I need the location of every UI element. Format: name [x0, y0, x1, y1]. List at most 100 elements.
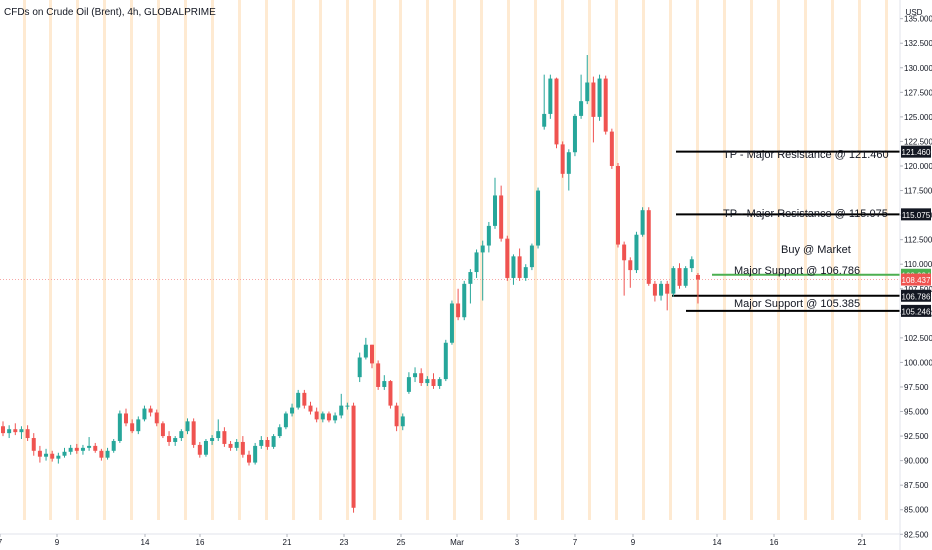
candle-body — [616, 165, 620, 245]
candle — [388, 380, 393, 409]
candle-body — [333, 415, 338, 421]
candle-body — [609, 131, 614, 166]
candle-body — [671, 268, 676, 294]
candle-body — [314, 411, 319, 420]
session-band — [157, 0, 160, 520]
candle-body — [56, 455, 61, 459]
annotation-106.786: Major Support @ 106.786 — [734, 265, 860, 277]
candle-body — [480, 245, 485, 253]
candle-body — [62, 451, 67, 456]
candle-body — [228, 443, 233, 448]
currency-selector[interactable]: USD — [905, 8, 923, 17]
candle-body — [640, 210, 645, 235]
candle — [308, 401, 313, 415]
candle — [265, 437, 270, 450]
candle-body — [370, 344, 374, 364]
session-band — [696, 0, 699, 520]
session-band — [373, 0, 376, 520]
session-band — [292, 0, 295, 520]
candle-body — [203, 440, 208, 455]
candle — [19, 426, 24, 440]
candle-body — [154, 412, 159, 424]
candle-body — [499, 195, 504, 239]
candle — [339, 393, 344, 419]
candle — [363, 337, 368, 360]
y-tick-label: 135.000 — [904, 15, 932, 24]
candle — [493, 177, 497, 229]
candle — [80, 444, 85, 455]
candle — [671, 266, 676, 297]
candle-body — [394, 405, 399, 427]
x-axis[interactable]: 7 9 14 16 21 23 25 Mar 3 7 9 14 16 21 — [0, 533, 900, 547]
candle — [597, 74, 602, 121]
annotations: TP - Major Resistance @ 121.460 TP - Majo… — [723, 149, 889, 310]
candle — [56, 452, 61, 464]
candle-body — [191, 421, 196, 445]
candle-body — [302, 392, 307, 406]
candles — [1, 55, 700, 513]
candle — [345, 402, 350, 410]
session-band — [211, 0, 214, 520]
y-tick-label: 82.500 — [904, 530, 929, 539]
candle-body — [259, 440, 264, 446]
candle — [542, 74, 547, 130]
candle-body — [523, 267, 528, 278]
candle — [677, 263, 682, 289]
candle — [234, 439, 239, 451]
candle — [197, 441, 202, 458]
candle-body — [68, 447, 73, 452]
candle-body — [37, 450, 42, 457]
axis-label-text: 108.437 — [902, 276, 931, 285]
candle — [68, 444, 73, 455]
x-tick-label: 14 — [713, 538, 722, 547]
session-band — [885, 0, 888, 520]
candle — [529, 243, 534, 271]
candle-body — [357, 357, 362, 378]
candle-body — [548, 78, 553, 114]
candle-body — [19, 429, 24, 433]
annotation-121.460: TP - Major Resistance @ 121.460 — [723, 149, 889, 161]
candle — [462, 280, 467, 321]
x-tick-label: 9 — [631, 538, 636, 547]
candle-body — [136, 419, 141, 432]
y-tick-label: 112.500 — [904, 236, 932, 245]
candle — [622, 241, 627, 296]
candle-body — [13, 429, 18, 433]
candle-body — [44, 453, 49, 457]
session-band — [49, 0, 52, 520]
x-tick-label: 21 — [858, 538, 867, 547]
session-band — [453, 0, 456, 520]
candle — [222, 427, 227, 447]
axis-label-105.246: 105.246 — [901, 304, 931, 317]
candle-body — [652, 283, 657, 296]
session-band — [184, 0, 187, 520]
candle-body — [603, 78, 608, 132]
candle — [456, 288, 461, 321]
candle — [370, 344, 374, 369]
x-tick-label: Mar — [450, 538, 464, 547]
y-tick-label: 97.500 — [904, 383, 929, 392]
candle-body — [74, 447, 79, 451]
candle — [486, 221, 491, 253]
y-tick-label: 85.000 — [904, 506, 929, 515]
candle-body — [216, 431, 221, 439]
candle — [419, 368, 424, 386]
candle — [44, 448, 49, 461]
y-tick-label: 95.000 — [904, 408, 929, 417]
candle-body — [683, 268, 688, 286]
candle — [93, 442, 98, 453]
candle-body — [529, 245, 534, 268]
candle — [505, 235, 510, 281]
candle — [31, 433, 36, 456]
candle-body — [1, 426, 5, 434]
candle-body — [339, 405, 344, 416]
annotation-108.924: Buy @ Market — [781, 244, 851, 256]
candle — [210, 435, 215, 445]
candle-body — [376, 363, 381, 387]
candle — [560, 141, 565, 178]
candle-body — [222, 431, 227, 444]
axis-label-text: 105.246 — [902, 307, 931, 316]
session-band — [777, 0, 780, 520]
annotation-105.246: Major Support @ 105.385 — [734, 298, 860, 310]
